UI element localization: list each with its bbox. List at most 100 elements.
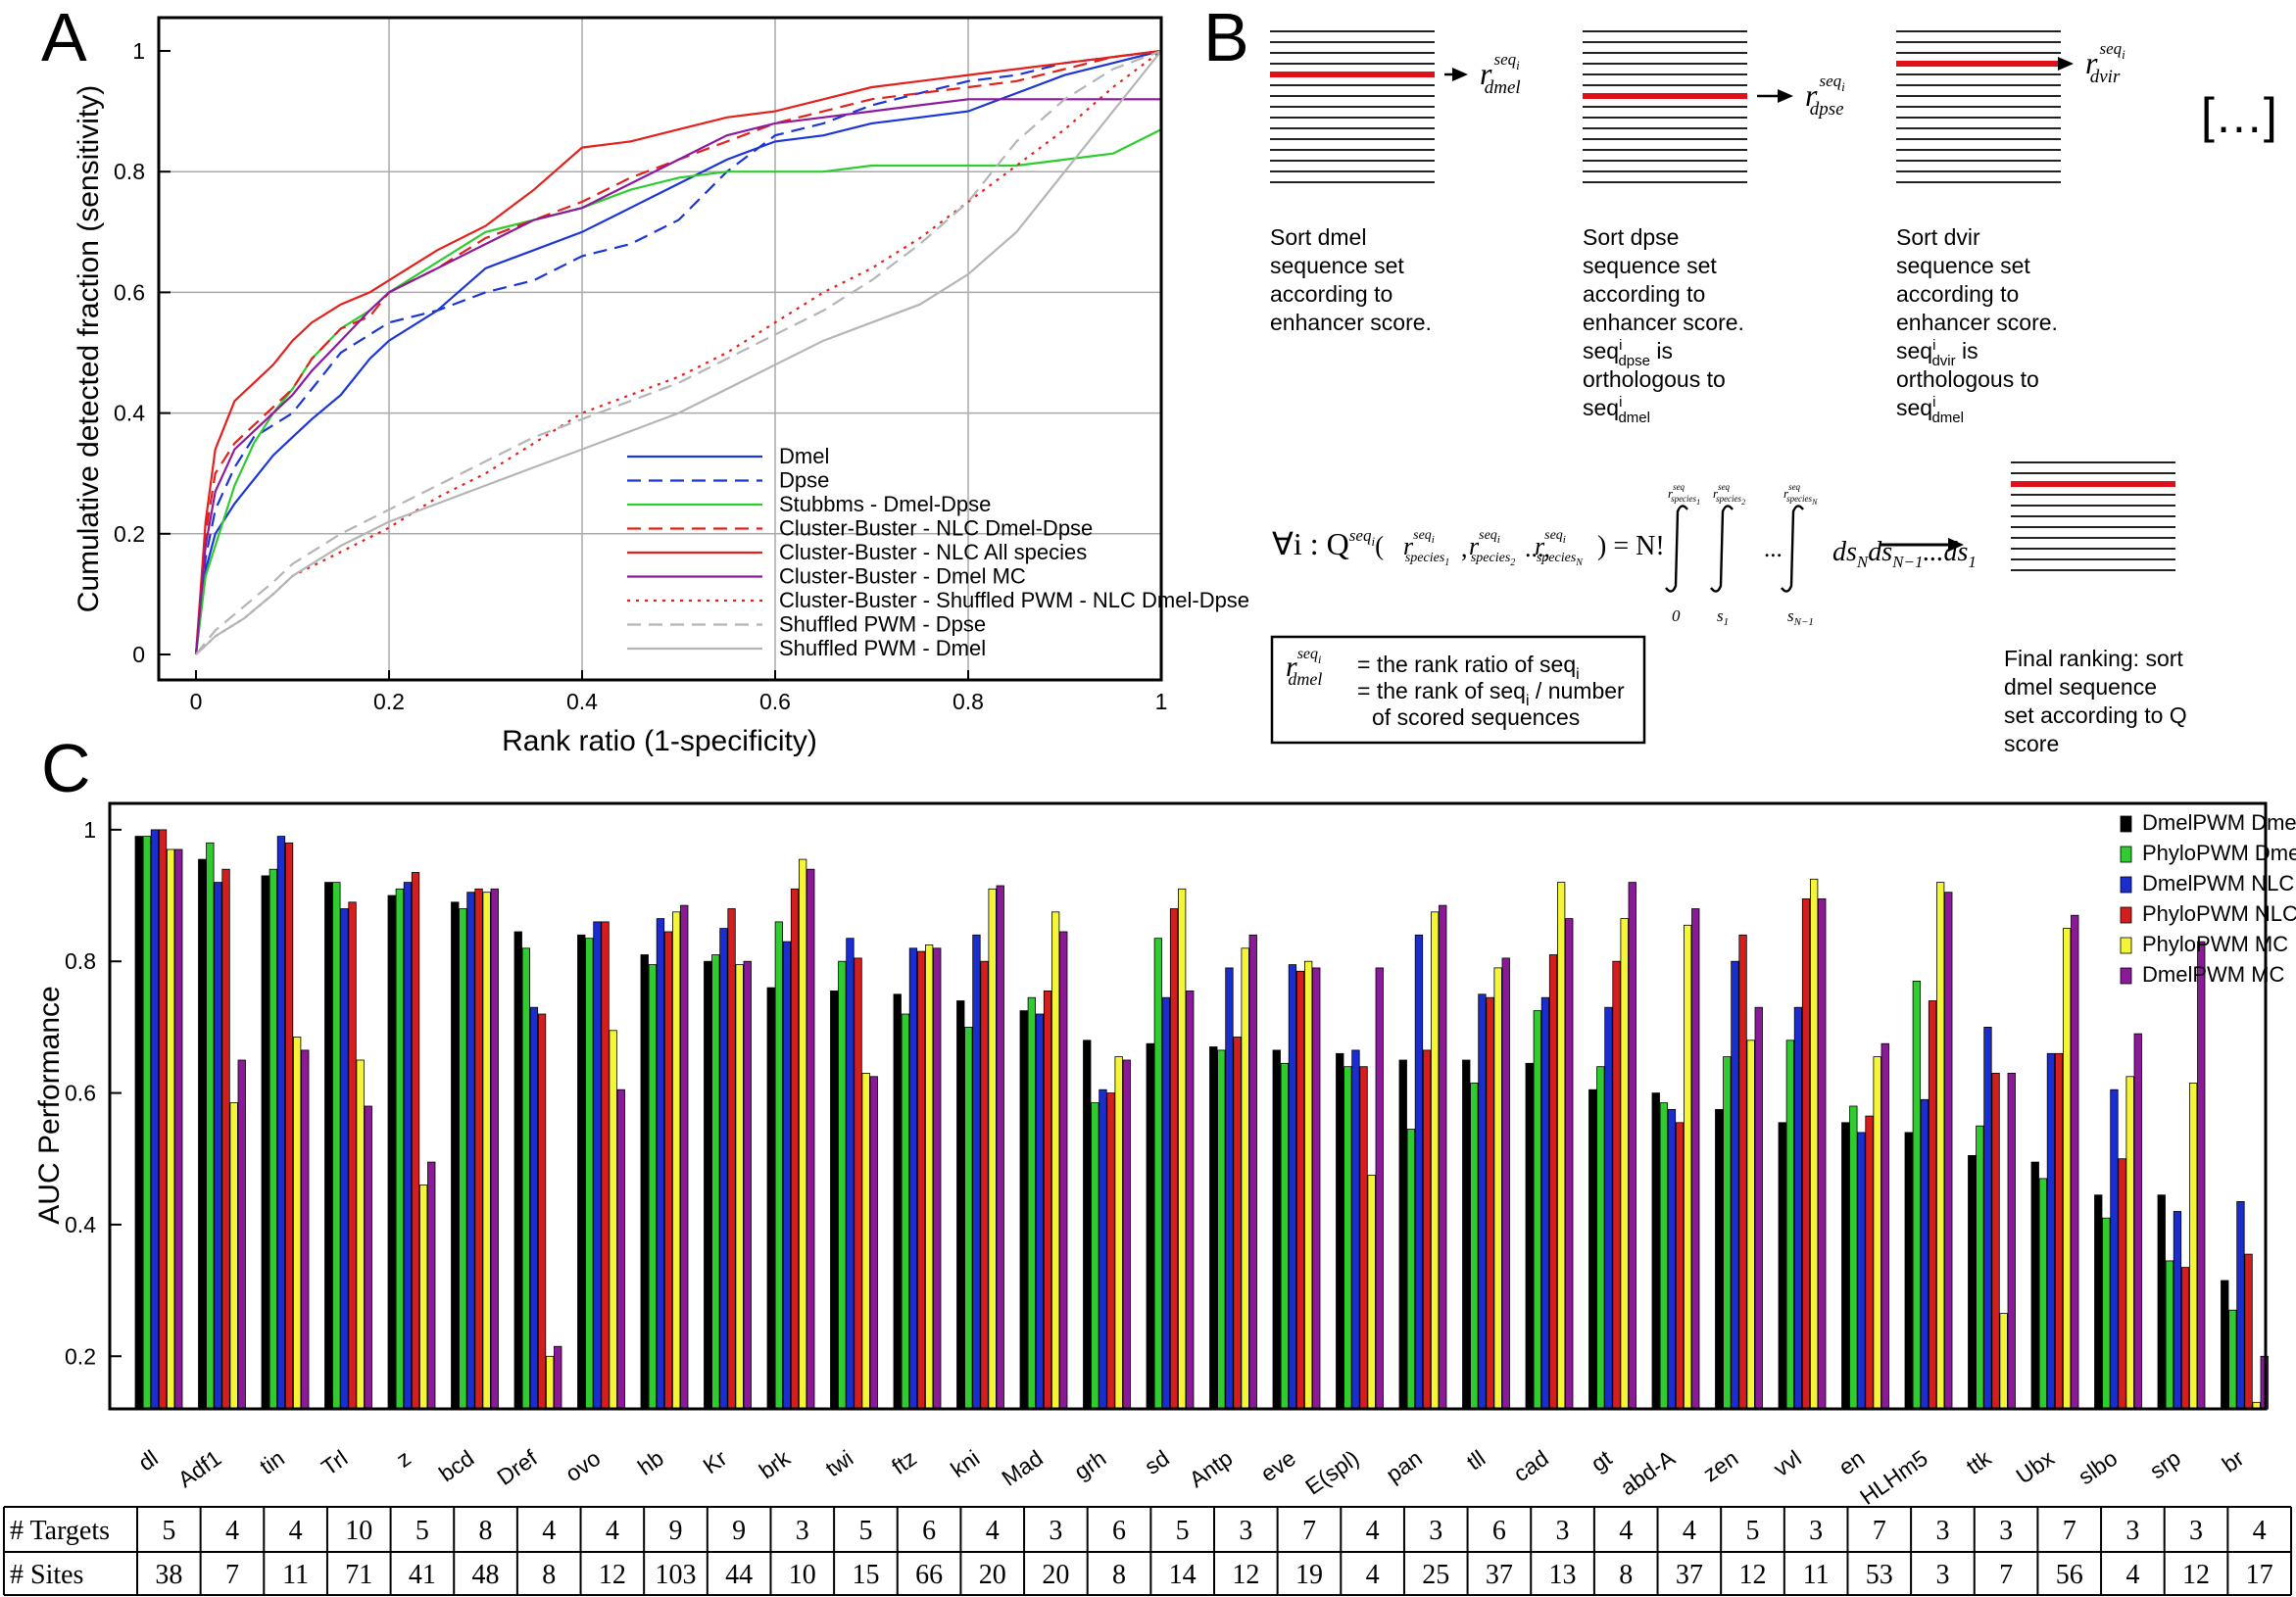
auc-category-label: dl (133, 1445, 163, 1476)
formula-arg-separator: ..., (1525, 534, 1550, 562)
auc-bar (782, 941, 792, 1410)
auc-bar (1596, 1066, 1605, 1410)
roc-x-tick-label: 0 (190, 689, 203, 714)
auc-bar (2094, 1194, 2103, 1410)
formula-q-sup: seq (1349, 526, 1372, 545)
auc-bar (1548, 954, 1558, 1410)
roc-y-tick-label: 0.4 (114, 401, 145, 426)
table-cell-targets: 7 (1873, 1516, 1886, 1546)
auc-bar (663, 931, 673, 1410)
table-cell-sites: 7 (1999, 1560, 2013, 1590)
integral-upper-bound: rseq species2 (1713, 482, 1745, 507)
roc-line-shuffled-pwm-dpse (195, 49, 1162, 655)
formula-args-close: ) = N! (1597, 531, 1665, 561)
auc-bar (838, 960, 847, 1410)
auc-bar (261, 875, 269, 1410)
auc-bar (672, 911, 681, 1410)
roc-line-cluster-buster-dmel-mc (194, 98, 1161, 655)
auc-bar (901, 1013, 909, 1410)
auc-bar (1398, 1059, 1407, 1410)
table-cell-targets: 8 (479, 1516, 493, 1546)
auc-bar (1059, 931, 1068, 1410)
ortholog-caption-line: seqi dpse is (1583, 337, 1673, 369)
rank-definition-box: rseqi dmel = the rank ratio of seqi = the… (1270, 635, 1646, 745)
table-cell-targets: 9 (732, 1516, 746, 1546)
auc-legend: DmelPWM Dmel PhyloPWM Dmel DmelPWM NLC Phyl… (2120, 810, 2296, 987)
auc-y-tick-label: 0.2 (65, 1343, 96, 1369)
auc-bar (1295, 970, 1305, 1410)
roc-legend-label: Stubbms - Dmel-Dpse (779, 492, 991, 516)
auc-bar (593, 921, 602, 1410)
table-cell-sites: 8 (1112, 1560, 1126, 1590)
auc-bar (1186, 991, 1195, 1410)
integral-lower-bound: sN−1 (1787, 606, 1814, 628)
formula-args-open: ( (1375, 531, 1384, 560)
auc-bar (1715, 1109, 1724, 1410)
table-cell-sites: 17 (2246, 1560, 2273, 1590)
table-cell-sites: 103 (656, 1560, 697, 1590)
auc-category-label: cad (1509, 1445, 1553, 1487)
auc-bar (1406, 1129, 1415, 1410)
auc-category-label: Trl (317, 1445, 352, 1480)
auc-bar (1414, 934, 1424, 1410)
svg-text:∀i : Qseqi(: ∀i : Qseqi( (1272, 526, 1384, 561)
sort-caption-line: according to (1270, 281, 1392, 307)
table-cell-targets: 5 (162, 1516, 175, 1546)
auc-bar (1738, 934, 1747, 1410)
auc-bar (1161, 996, 1171, 1410)
auc-legend-label: DmelPWM Dmel (2142, 810, 2296, 835)
auc-bar (988, 888, 997, 1410)
auc-category-label: HLHm5 (1855, 1445, 1932, 1510)
auc-bar (1375, 967, 1384, 1410)
auc-category-label: abd-A (1616, 1444, 1681, 1500)
roc-y-tick-label: 0.6 (114, 279, 145, 305)
sort-caption-line: sequence set (1583, 253, 1717, 278)
rank-symbol: r seqi dvir (2085, 39, 2125, 87)
auc-bar (1422, 1049, 1432, 1410)
final-ranking-list (2011, 461, 2175, 571)
auc-bar (861, 1073, 870, 1410)
table-cell-sites: 8 (542, 1560, 556, 1590)
auc-bar (2110, 1089, 2119, 1410)
auc-bar (1793, 1006, 1803, 1410)
formula-arg-separator: , (1461, 534, 1468, 562)
auc-bar (174, 848, 183, 1410)
auc-bar (521, 947, 530, 1410)
table-cell-sites: 11 (282, 1560, 309, 1590)
table-cell-targets: 4 (1683, 1516, 1696, 1546)
auc-bar (585, 938, 594, 1410)
auc-bar (1099, 1089, 1107, 1410)
auc-bar (1431, 911, 1440, 1410)
table-row-label-sites: # Sites (10, 1560, 83, 1590)
auc-bar (229, 1102, 238, 1410)
auc-bar (1881, 1042, 1889, 1410)
auc-bar (1035, 1013, 1045, 1410)
auc-bar (1533, 1010, 1541, 1410)
auc-bar (2228, 1309, 2237, 1410)
auc-bar (1801, 898, 1811, 1410)
sort-caption-line: enhancer score. (1270, 310, 1432, 335)
auc-bar (1612, 960, 1621, 1410)
auc-bar (332, 882, 341, 1410)
auc-bar (933, 947, 942, 1410)
formula-arg: rseqi species2 (1469, 528, 1515, 568)
auc-bar (276, 836, 286, 1410)
ortholog-caption-line: orthologous to (1896, 366, 2039, 392)
auc-legend-label: PhyloPWM Dmel (2142, 841, 2296, 865)
ellipsis: […] (2201, 88, 2277, 143)
auc-bar (806, 868, 815, 1410)
auc-y-ticks: 0.2 0.4 0.6 0.8 1 (65, 817, 122, 1369)
auc-bar (1486, 996, 1494, 1410)
auc-bar (1233, 1037, 1242, 1410)
auc-bar (1019, 1010, 1028, 1410)
integral-upper-bound: rseq species1 (1668, 482, 1700, 507)
auc-bar (1565, 918, 1574, 1410)
auc-bar (284, 842, 294, 1410)
roc-line-dmel (194, 49, 1162, 655)
auc-bar (2118, 1158, 2126, 1410)
auc-bar (340, 908, 349, 1410)
table-cell-sites: 4 (1366, 1560, 1380, 1590)
table-cell-targets: 5 (858, 1516, 872, 1546)
auc-category-label: srp (2145, 1445, 2185, 1484)
auc-bar (1525, 1062, 1534, 1410)
